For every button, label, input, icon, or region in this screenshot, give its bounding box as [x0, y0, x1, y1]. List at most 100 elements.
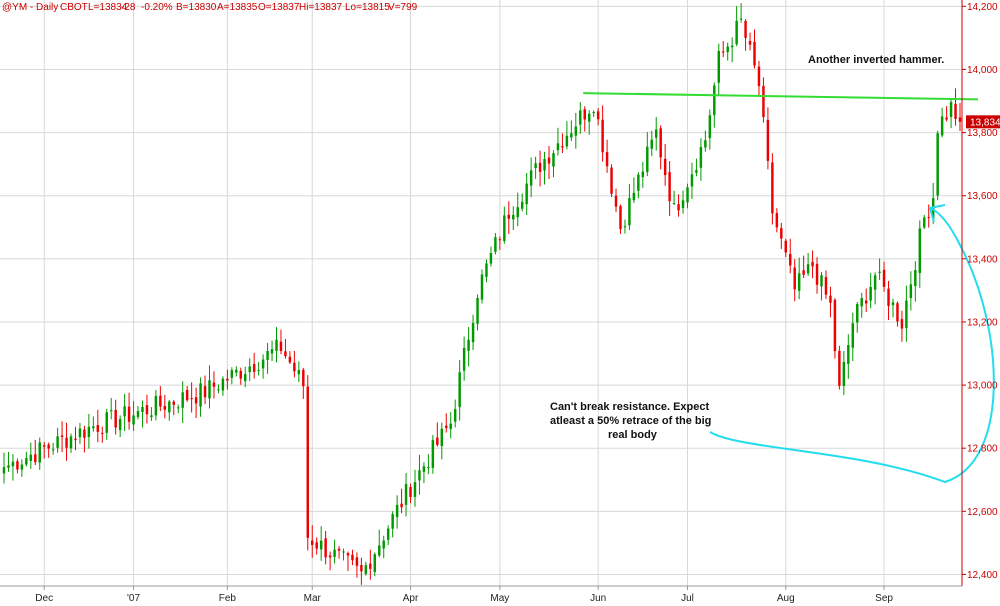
- candle: [248, 358, 251, 381]
- header-change: -28: [121, 2, 136, 13]
- candle: [891, 298, 895, 318]
- candle: [252, 352, 256, 379]
- candle: [413, 469, 417, 507]
- candle-body-up: [713, 85, 716, 116]
- candle: [38, 437, 41, 470]
- candle-body-down: [815, 263, 819, 285]
- candle-body-down: [315, 542, 318, 549]
- annotation-inverted-hammer: Another inverted hammer.: [808, 54, 944, 66]
- candle: [623, 219, 627, 234]
- candle: [681, 190, 685, 214]
- candle-body-down: [101, 432, 104, 434]
- price-tick-label: 13,800: [967, 128, 998, 139]
- candles: [2, 3, 962, 585]
- candle: [337, 545, 341, 559]
- candle-body-up: [51, 449, 55, 451]
- candle-body-up: [181, 392, 184, 408]
- candle: [730, 37, 734, 63]
- header-symbol: @YM - Daily: [2, 2, 58, 13]
- candle: [923, 214, 926, 230]
- candle-body-up: [476, 298, 479, 324]
- candle: [257, 361, 260, 376]
- candle: [83, 425, 86, 453]
- candle: [744, 19, 747, 51]
- candle: [185, 385, 189, 402]
- candle-body-down: [762, 85, 765, 117]
- resistance-line: [583, 92, 979, 101]
- candle-body-up: [494, 237, 497, 252]
- candle-body-down: [811, 261, 814, 267]
- candle-body-up: [820, 275, 823, 287]
- candle: [592, 110, 595, 118]
- candle: [650, 130, 653, 157]
- candle-body-up: [244, 374, 247, 382]
- candle: [16, 458, 19, 474]
- candle-body-up: [869, 286, 872, 301]
- candle: [668, 160, 671, 216]
- candle: [672, 190, 676, 206]
- time-tick-label: Sep: [875, 593, 893, 604]
- candle: [199, 377, 202, 417]
- candle-body-up: [936, 133, 939, 196]
- candle: [748, 32, 752, 51]
- candle-body-up: [690, 174, 694, 187]
- candle-body-up: [650, 139, 653, 149]
- candle-body-up: [739, 18, 743, 20]
- candle-body-down: [60, 435, 64, 437]
- candle: [226, 369, 229, 390]
- candle: [297, 361, 301, 383]
- candle-body-up: [873, 275, 877, 290]
- candle: [141, 400, 144, 428]
- candle-body-up: [637, 174, 640, 191]
- candle: [221, 376, 225, 396]
- candle: [690, 162, 694, 199]
- candle-body-down: [145, 405, 149, 415]
- price-tick-label: 12,400: [967, 570, 998, 581]
- candle: [887, 280, 890, 320]
- candle: [458, 360, 461, 421]
- candle-body-down: [311, 540, 314, 545]
- candle-body-up: [847, 345, 850, 364]
- candle: [878, 258, 881, 280]
- candle: [176, 404, 180, 414]
- candle-body-up: [386, 528, 390, 540]
- candle: [802, 255, 805, 279]
- candle: [239, 367, 242, 385]
- price-tick-label: 13,400: [967, 254, 998, 265]
- candle-body-down: [605, 152, 609, 167]
- candle: [516, 192, 519, 227]
- candle: [400, 488, 403, 514]
- candle: [230, 367, 234, 385]
- candle-body-up: [708, 115, 712, 139]
- candle: [467, 327, 470, 367]
- candle-body-down: [96, 425, 100, 432]
- candle: [29, 442, 33, 469]
- candle-body-up: [69, 436, 73, 449]
- candle-body-down: [351, 554, 354, 561]
- candle: [797, 257, 801, 300]
- candle: [42, 441, 46, 459]
- candle: [266, 342, 269, 374]
- candle-body-up: [641, 171, 645, 178]
- candle-body-down: [753, 41, 756, 66]
- candle-body-up: [534, 163, 537, 168]
- candle-body-up: [87, 426, 91, 438]
- candle-body-up: [851, 323, 855, 348]
- candle-body-down: [252, 364, 256, 372]
- candle: [315, 537, 318, 555]
- candle: [632, 177, 636, 203]
- candle-body-up: [914, 270, 917, 287]
- candle: [909, 271, 913, 311]
- candle: [453, 399, 457, 428]
- candle: [212, 371, 216, 399]
- candle: [771, 153, 774, 225]
- candle: [534, 156, 537, 179]
- candle-body-up: [471, 322, 475, 343]
- price-tick-label: 12,800: [967, 444, 998, 455]
- candle: [244, 366, 247, 388]
- candle-body-up: [856, 304, 859, 323]
- time-tick-label: Jul: [681, 593, 694, 604]
- candle-body-up: [909, 284, 913, 299]
- candle-body-down: [744, 20, 747, 38]
